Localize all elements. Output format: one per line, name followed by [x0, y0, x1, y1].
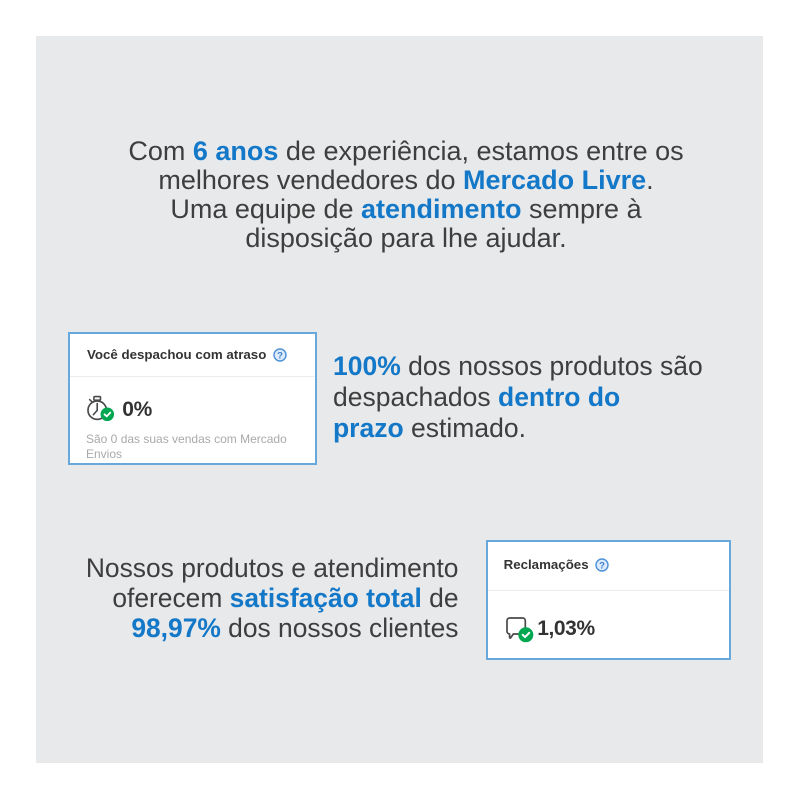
svg-text:?: ?: [277, 350, 283, 361]
svg-text:?: ?: [599, 560, 605, 571]
